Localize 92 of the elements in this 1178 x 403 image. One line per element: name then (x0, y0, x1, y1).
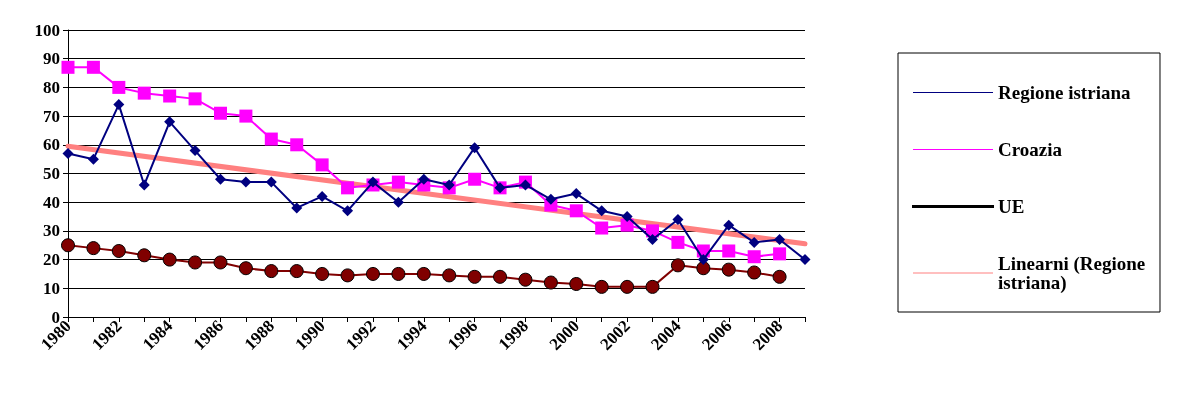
point (418, 173, 430, 185)
point (291, 202, 303, 214)
point (391, 175, 405, 189)
point (469, 142, 481, 154)
point (315, 158, 329, 172)
point (442, 268, 457, 283)
point (493, 269, 508, 284)
point (62, 147, 74, 159)
point (543, 275, 558, 290)
point (61, 238, 75, 253)
point (518, 272, 533, 287)
point (569, 204, 583, 218)
point (570, 188, 582, 200)
y-tick-label: 0 (51, 307, 60, 327)
point (747, 250, 761, 264)
point (467, 269, 482, 284)
y-tick-label: 80 (43, 77, 60, 97)
legend-label: Croazia (998, 139, 1063, 160)
point (137, 86, 151, 100)
point (647, 234, 659, 246)
point (722, 244, 736, 258)
point (595, 221, 609, 235)
point (189, 145, 201, 157)
point (86, 241, 101, 256)
point (621, 211, 633, 223)
y-tick-label: 10 (43, 278, 60, 298)
y-tick-label: 90 (43, 49, 60, 69)
point (238, 261, 253, 276)
point (316, 190, 328, 202)
point (773, 247, 787, 261)
y-tick-label: 100 (34, 20, 60, 40)
legend-label: UE (998, 196, 1025, 217)
y-tick-label: 30 (43, 221, 60, 241)
point (188, 255, 203, 270)
point (290, 138, 304, 152)
point (596, 205, 608, 217)
point (342, 205, 354, 217)
point (443, 179, 455, 191)
point (61, 60, 75, 74)
point (774, 234, 786, 246)
point (391, 266, 406, 281)
point (264, 264, 279, 279)
y-tick-label: 60 (43, 135, 60, 155)
legend-label: Linearni (Regione istriana) (998, 253, 1151, 294)
point (367, 176, 379, 188)
y-tick-label: 50 (43, 164, 60, 183)
point (671, 235, 685, 249)
point (289, 264, 304, 279)
point (213, 255, 228, 270)
point (645, 279, 660, 294)
point (721, 262, 736, 277)
point (594, 279, 609, 294)
point (112, 80, 126, 94)
point (416, 266, 431, 281)
point (772, 269, 787, 284)
point (365, 266, 380, 281)
point (111, 243, 126, 258)
y-tick-label: 70 (43, 106, 60, 126)
point (545, 193, 557, 205)
point (341, 181, 355, 195)
point (670, 258, 685, 273)
point (468, 172, 482, 186)
point (240, 176, 252, 188)
point (213, 106, 227, 120)
point (214, 173, 226, 185)
y-tick-label: 20 (43, 250, 60, 270)
point (519, 179, 531, 191)
point (799, 254, 811, 266)
point (87, 153, 99, 165)
point (747, 265, 762, 280)
point (264, 132, 278, 146)
point (569, 277, 584, 291)
point (696, 261, 711, 276)
point (723, 219, 735, 231)
point (113, 99, 125, 111)
point (86, 60, 100, 74)
point (697, 254, 709, 266)
point (315, 266, 330, 281)
point (340, 268, 355, 283)
point (672, 213, 684, 225)
point (138, 179, 150, 191)
point (392, 196, 404, 208)
point (620, 279, 635, 294)
point (239, 109, 253, 123)
y-tick-label: 40 (43, 192, 60, 212)
point (748, 236, 760, 248)
point (188, 92, 202, 106)
point (137, 248, 152, 263)
point (164, 116, 176, 128)
legend-label: Regione istriana (998, 82, 1131, 103)
point (162, 252, 177, 267)
point (163, 89, 177, 103)
